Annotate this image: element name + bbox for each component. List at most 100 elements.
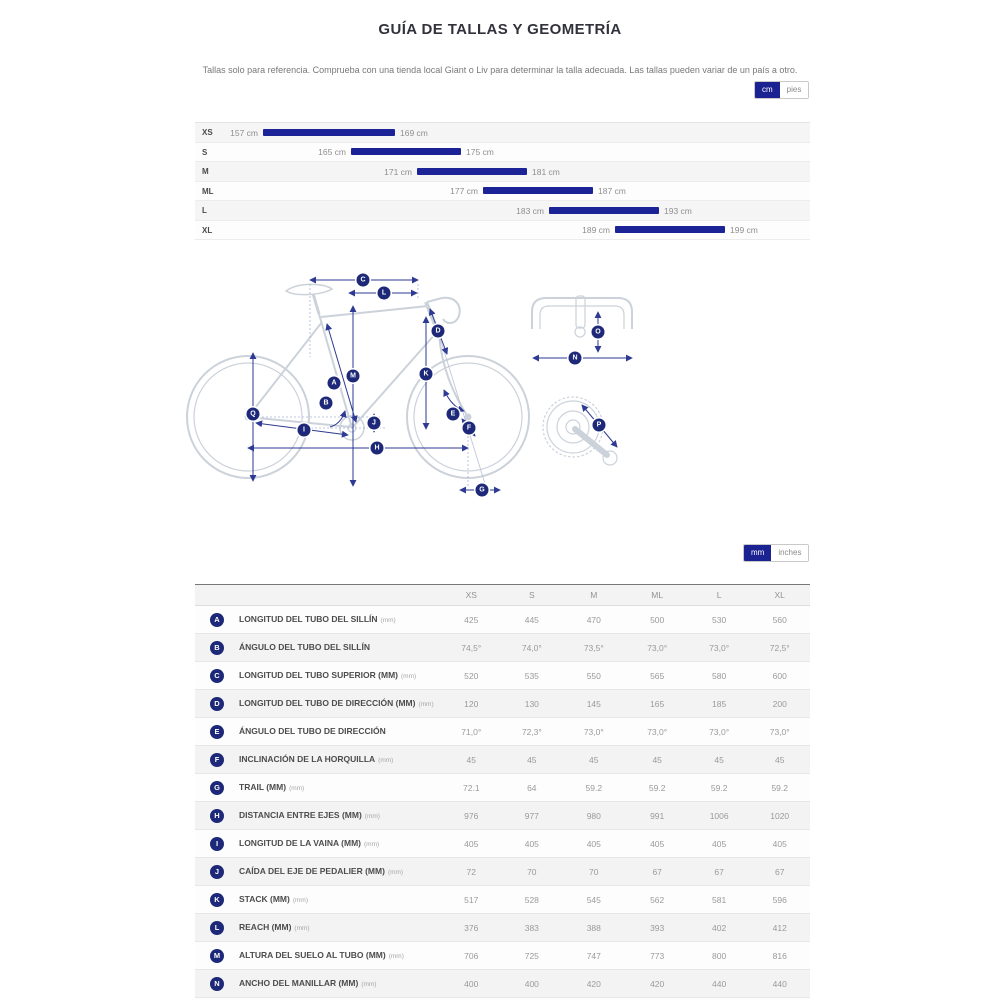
row-label-cell: INCLINACIÓN DE LA HORQUILLA (mm): [239, 745, 441, 774]
size-label: XS: [202, 128, 213, 137]
value-j-l: 67: [688, 857, 750, 886]
geometry-row-g: G TRAIL (MM) (mm) 72.1 64 59.2 59.2 59.2 59.2: [195, 773, 810, 802]
height-min-label: 171 cm: [384, 166, 412, 177]
measurement-arrows: [247, 276, 633, 494]
height-max-label: 187 cm: [598, 186, 626, 196]
height-min-label: 189 cm: [582, 225, 610, 235]
row-letter-badge: H: [210, 808, 224, 823]
row-letter-cell: F: [195, 745, 239, 774]
geometry-table: XS S M ML L XL A LONGITUD DEL TUBO DEL SILLÍN(…: [195, 584, 810, 1000]
value-n-ml: 420: [625, 969, 689, 998]
geometry-row-a: A LONGITUD DEL TUBO DEL SILLÍN (mm) 425 445 4…: [195, 605, 810, 634]
value-o-l: 110: [688, 997, 750, 1000]
value-d-l: 185: [688, 689, 750, 718]
value-c-xl: 600: [749, 661, 810, 690]
row-label-cell: ALTURA DEL SUELO AL TUBO (MM) (mm): [239, 941, 441, 970]
value-b-ml: 73,0°: [625, 633, 689, 662]
diagram-marker-j: J: [367, 416, 381, 430]
size-label: XL: [202, 225, 213, 235]
value-h-xl: 1020: [749, 801, 810, 830]
geometry-unit-mm-button[interactable]: mm: [744, 545, 772, 561]
value-e-l: 73,0°: [688, 717, 750, 746]
value-g-ml: 59.2: [625, 773, 689, 802]
geometry-row-b: B ÁNGULO DEL TUBO DEL SILLÍN 74,5° 74,0° 73,…: [195, 633, 810, 662]
value-g-xl: 59.2: [749, 773, 810, 802]
value-l-s: 383: [501, 913, 563, 942]
diagram-marker-q: Q: [246, 407, 260, 421]
size-label: M: [202, 167, 209, 176]
row-letter-cell: J: [195, 857, 239, 886]
diagram-marker-g: G: [475, 483, 489, 497]
value-j-s: 70: [501, 857, 563, 886]
row-letter-badge: B: [210, 640, 224, 655]
row-letter-badge: G: [210, 780, 224, 795]
value-b-xs: 74,5°: [441, 633, 502, 662]
diagram-marker-h: H: [370, 441, 384, 455]
value-a-xs: 425: [441, 605, 502, 634]
height-min-label: 157 cm: [230, 127, 258, 138]
value-f-m: 45: [562, 745, 626, 774]
value-e-m: 73,0°: [562, 717, 626, 746]
value-n-xl: 440: [749, 969, 810, 998]
value-m-xs: 706: [441, 941, 502, 970]
row-letter-badge: L: [210, 920, 224, 935]
value-a-s: 445: [501, 605, 563, 634]
value-b-xl: 72,5°: [749, 633, 810, 662]
value-o-m: 100: [562, 997, 626, 1000]
row-label-cell: DISTANCIA ENTRE EJES (MM) (mm): [239, 801, 441, 830]
height-unit-pies-button[interactable]: pies: [779, 82, 809, 98]
geometry-row-f: F INCLINACIÓN DE LA HORQUILLA (mm) 45 45 45 45…: [195, 745, 810, 774]
row-letter-cell: M: [195, 941, 239, 970]
value-o-xl: 120: [749, 997, 810, 1000]
diagram-marker-a: A: [327, 376, 341, 390]
value-j-ml: 67: [625, 857, 689, 886]
value-b-l: 73,0°: [688, 633, 750, 662]
row-letter-cell: G: [195, 773, 239, 802]
value-i-s: 405: [501, 829, 563, 858]
diagram-marker-m: M: [346, 369, 360, 383]
row-label-cell: ÁNGULO DEL TUBO DEL SILLÍN: [239, 633, 441, 662]
value-k-xl: 596: [749, 885, 810, 914]
height-range-bar: [483, 187, 593, 194]
row-letter-badge: F: [210, 752, 224, 767]
row-letter-cell: D: [195, 689, 239, 718]
row-unit-suffix: (mm): [294, 924, 310, 932]
header-letter-col: [195, 584, 239, 606]
value-l-m: 388: [562, 913, 626, 942]
size-row: XS 157 cm 169 cm: [195, 123, 810, 143]
row-letter-cell: L: [195, 913, 239, 942]
size-row: M 171 cm 181 cm: [195, 162, 810, 182]
value-e-ml: 73,0°: [625, 717, 689, 746]
height-range-bar: [263, 128, 395, 136]
value-n-l: 440: [688, 969, 750, 998]
row-label-cell: TRAIL (MM) (mm): [239, 773, 441, 802]
row-unit-suffix: (mm): [292, 896, 309, 904]
row-letter-cell: C: [195, 661, 239, 690]
value-g-m: 59.2: [562, 773, 626, 802]
geometry-row-m: M ALTURA DEL SUELO AL TUBO (MM) (mm) 706 725…: [195, 941, 810, 970]
value-a-ml: 500: [625, 605, 689, 634]
value-m-ml: 773: [625, 941, 689, 970]
diagram-marker-e: E: [446, 407, 460, 421]
row-letter-badge: A: [210, 612, 224, 627]
row-unit-suffix: (mm): [289, 784, 305, 792]
geometry-unit-inches-button[interactable]: inches: [771, 545, 809, 561]
row-unit-suffix: (mm): [378, 756, 394, 764]
value-i-xs: 405: [441, 829, 502, 858]
value-h-l: 1006: [688, 801, 750, 830]
row-unit-suffix: (mm): [388, 952, 404, 960]
header-size-s: S: [501, 584, 563, 606]
value-c-s: 535: [501, 661, 563, 690]
height-range-bar: [615, 226, 725, 233]
row-label-cell: STACK (MM) (mm): [239, 885, 441, 914]
row-label-cell: LONGITUD DEL TUBO DE DIRECCIÓN (MM) (mm): [239, 689, 441, 718]
diagram-marker-f: F: [462, 421, 476, 435]
value-g-s: 64: [501, 773, 563, 802]
row-letter-badge: C: [210, 668, 224, 683]
height-unit-cm-button[interactable]: cm: [755, 82, 780, 98]
value-k-s: 528: [501, 885, 563, 914]
value-d-xs: 120: [441, 689, 502, 718]
row-label-cell: CAÍDA DEL EJE DE PEDALIER (MM) (mm): [239, 857, 441, 886]
